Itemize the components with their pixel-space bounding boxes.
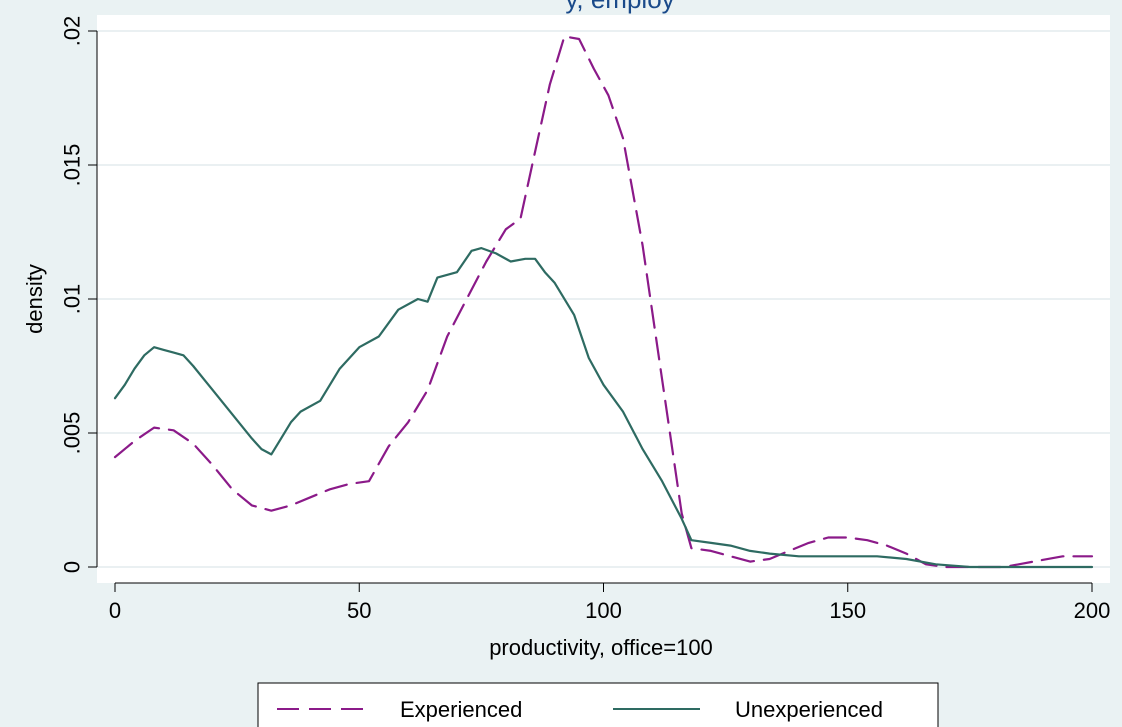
x-axis-title: productivity, office=100 bbox=[489, 635, 713, 660]
chart-title: y, employ bbox=[565, 0, 674, 14]
x-tick-label-4: 200 bbox=[1074, 598, 1111, 623]
y-tick-label-2: .01 bbox=[60, 284, 85, 315]
legend-box bbox=[257, 682, 939, 727]
y-tick-label-1: .005 bbox=[60, 412, 85, 455]
x-tick-label-1: 50 bbox=[347, 598, 371, 623]
series-line-experienced bbox=[113, 35, 1094, 569]
x-tick-label-3: 150 bbox=[829, 598, 866, 623]
series-layer bbox=[113, 35, 1094, 569]
x-tick-label-2: 100 bbox=[585, 598, 622, 623]
gridlines bbox=[97, 30, 1110, 568]
legend-label-experienced: Experienced bbox=[400, 697, 522, 722]
axes: 0 50 100 150 200 0 .005 .01 .015 .02 bbox=[60, 16, 1111, 623]
x-tick-label-0: 0 bbox=[109, 598, 121, 623]
legend: Experienced Unexperienced bbox=[257, 682, 939, 727]
y-tick-label-0: 0 bbox=[60, 561, 85, 573]
y-tick-label-3: .015 bbox=[60, 144, 85, 187]
legend-label-unexperienced: Unexperienced bbox=[735, 697, 883, 722]
y-axis-title: density bbox=[22, 264, 47, 334]
series-line-unexperienced bbox=[113, 247, 1094, 569]
y-tick-label-4: .02 bbox=[60, 16, 85, 47]
